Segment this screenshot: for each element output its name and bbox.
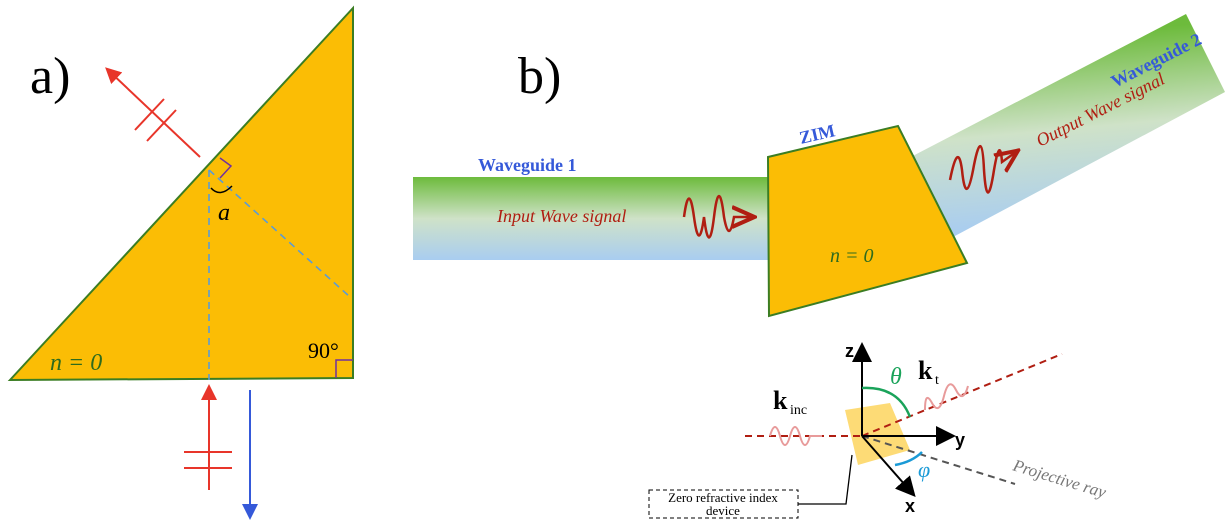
inset: z y x θ φ k inc k t Zero refractive inde… (649, 341, 1109, 518)
wavevector-subscript: inc (790, 403, 807, 418)
signal-label: Input Wave signal (496, 206, 626, 226)
panel-a: a) n = 0 90° a (10, 8, 353, 516)
wavevector-symbol: k (773, 386, 788, 415)
wavefront (135, 99, 164, 130)
angle-symbol: φ (918, 457, 930, 482)
ray-label: Projective ray (1010, 455, 1109, 502)
wave-signal (925, 384, 968, 410)
panel-label: a) (30, 48, 70, 105)
wavevector-symbol: k (918, 356, 933, 385)
panel-label: b) (518, 48, 561, 105)
ray (108, 70, 200, 157)
medium-label: n = 0 (50, 350, 102, 376)
waveguide-label: Waveguide 1 (478, 155, 577, 175)
axis-label: x (905, 496, 915, 516)
device-shape (845, 403, 910, 465)
wavefront (147, 110, 176, 141)
medium-label: n = 0 (830, 245, 874, 267)
angle-label: 90° (308, 338, 339, 363)
angle-label: a (218, 200, 230, 226)
wavevector-subscript: t (935, 373, 939, 388)
axis-label: y (955, 430, 965, 450)
device-label: device (706, 503, 740, 518)
diagram: a) n = 0 90° a b) Waveguide 1 Waveguide … (0, 0, 1225, 521)
projective-ray (862, 436, 1015, 484)
panel-b: b) Waveguide 1 Waveguide 2 ZIM Input Wav… (413, 14, 1225, 316)
axis-label: z (845, 341, 854, 361)
angle-symbol: θ (890, 364, 902, 390)
leader-line (798, 455, 852, 504)
